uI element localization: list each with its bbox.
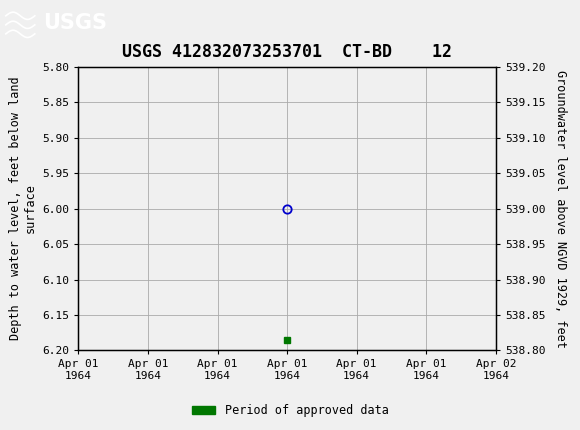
Title: USGS 412832073253701  CT-BD    12: USGS 412832073253701 CT-BD 12	[122, 43, 452, 61]
Legend: Period of approved data: Period of approved data	[187, 399, 393, 422]
Y-axis label: Depth to water level, feet below land
surface: Depth to water level, feet below land su…	[9, 77, 37, 341]
Y-axis label: Groundwater level above NGVD 1929, feet: Groundwater level above NGVD 1929, feet	[554, 70, 567, 347]
Text: USGS: USGS	[44, 13, 107, 34]
